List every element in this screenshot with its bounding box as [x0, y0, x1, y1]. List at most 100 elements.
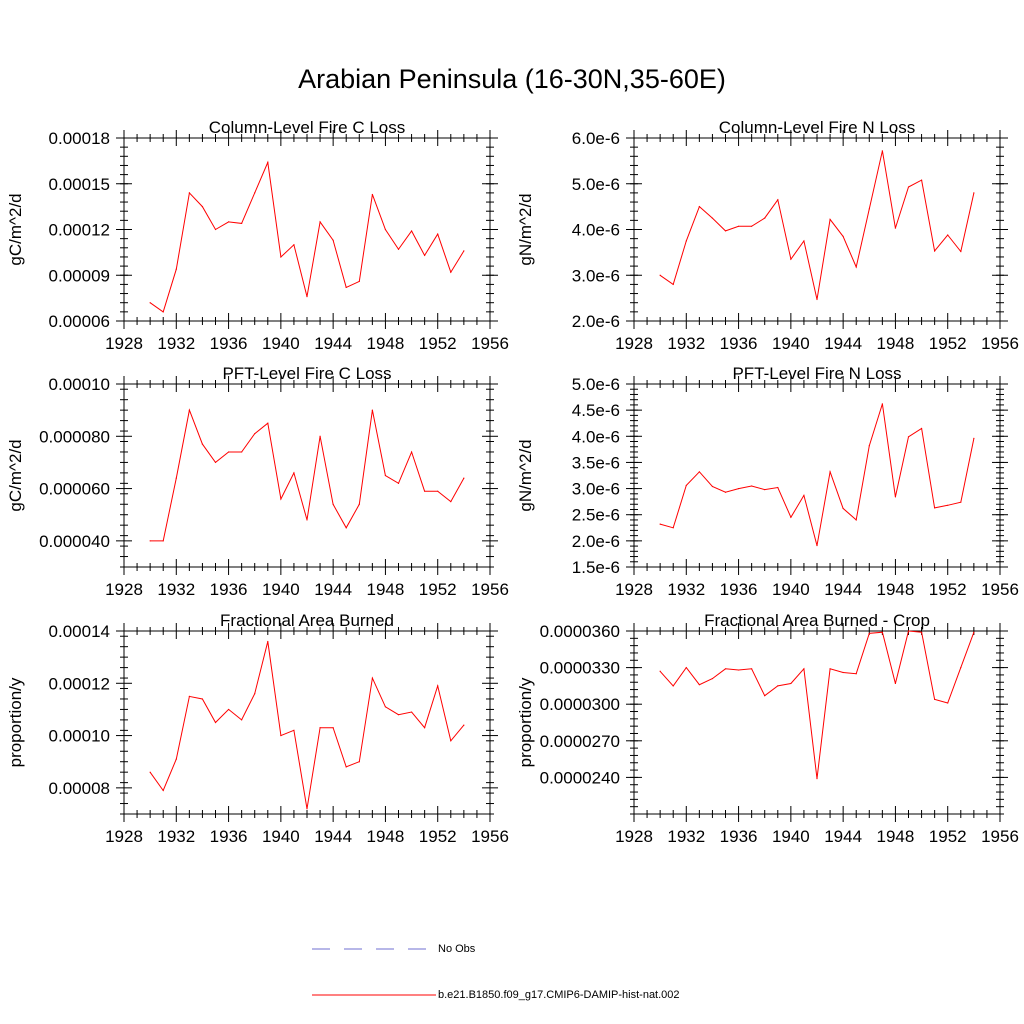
chart-panel-6: Fractional Area Burned - Crop proportion/…	[516, 611, 1019, 846]
data-point	[842, 235, 844, 237]
data-point	[241, 222, 243, 224]
data-point	[764, 217, 766, 219]
x-tick-label: 1940	[772, 580, 810, 599]
plot-frame	[123, 137, 491, 322]
data-point	[358, 503, 360, 505]
data-point	[672, 283, 674, 285]
y-tick-label: 0.0000270	[540, 732, 620, 751]
data-point	[960, 667, 962, 669]
data-point	[737, 669, 740, 671]
data-point	[332, 239, 334, 241]
data-point	[437, 685, 439, 687]
data-point	[306, 519, 308, 521]
y-axis-label: gN/m^2/d	[516, 193, 535, 265]
y-tick-label: 4.5e-6	[572, 401, 620, 420]
y-tick-label: 0.00009	[49, 266, 110, 285]
data-point	[934, 507, 936, 509]
series-line	[659, 150, 975, 300]
data-point	[450, 740, 452, 742]
data-point	[424, 727, 426, 729]
data-point	[214, 461, 217, 464]
x-tick-label: 1940	[262, 334, 300, 353]
x-tick-label: 1952	[419, 827, 457, 846]
data-point	[960, 250, 962, 253]
data-point	[894, 227, 897, 229]
data-point	[319, 727, 321, 729]
data-point	[777, 199, 779, 201]
data-point	[907, 436, 910, 438]
y-tick-label: 3.0e-6	[572, 266, 620, 285]
x-tick-label: 1948	[877, 580, 915, 599]
chart-title: PFT-Level Fire C Loss	[222, 364, 391, 383]
y-axis-label: gC/m^2/d	[6, 439, 25, 511]
data-point	[751, 485, 753, 487]
data-point	[659, 274, 661, 276]
data-point	[737, 225, 740, 227]
x-tick-label: 1936	[210, 580, 248, 599]
y-tick-label: 5.0e-6	[572, 375, 620, 394]
chart-panel-5: Fractional Area Burned proportion/y 1928 19…	[6, 611, 509, 846]
data-point	[764, 695, 766, 697]
data-point	[293, 244, 295, 246]
y-tick-label: 0.0000330	[540, 659, 620, 678]
data-point	[920, 179, 923, 181]
data-point	[332, 727, 334, 729]
x-tick-label: 1952	[419, 580, 457, 599]
data-point	[214, 721, 217, 724]
chart-panel-2: Column-Level Fire N Loss gN/m^2/d 1928 1932…	[516, 118, 1019, 353]
data-point	[267, 161, 269, 163]
series-line	[149, 641, 465, 809]
data-point	[227, 451, 230, 453]
data-point	[672, 527, 674, 529]
data-point	[855, 266, 857, 268]
data-point	[960, 501, 962, 503]
data-point	[201, 443, 204, 445]
data-point	[855, 519, 857, 521]
x-tick-label: 1944	[824, 827, 862, 846]
data-point	[463, 477, 465, 479]
data-point	[737, 487, 740, 490]
data-point	[711, 217, 714, 219]
data-point	[371, 677, 373, 679]
x-tick-label: 1940	[262, 580, 300, 599]
legend-swatch-model	[312, 994, 436, 996]
x-tick-label: 1944	[314, 580, 352, 599]
chart-title: PFT-Level Fire N Loss	[732, 364, 901, 383]
chart-title: Column-Level Fire N Loss	[719, 118, 916, 137]
data-point	[254, 192, 256, 194]
x-tick-label: 1936	[720, 334, 758, 353]
y-tick-label: 0.0000360	[540, 622, 620, 641]
data-point	[162, 311, 164, 313]
x-tick-label: 1944	[314, 827, 352, 846]
data-point	[397, 248, 400, 250]
data-point	[319, 435, 321, 437]
data-point	[764, 489, 766, 491]
data-point	[280, 498, 282, 500]
data-point	[463, 250, 465, 252]
x-tick-label: 1956	[981, 580, 1019, 599]
data-point	[280, 734, 282, 737]
x-tick-label: 1928	[105, 334, 143, 353]
y-tick-label: 4.0e-6	[572, 427, 620, 446]
data-point	[463, 724, 465, 726]
figure-title: Arabian Peninsula (16-30N,35-60E)	[298, 64, 726, 94]
data-point	[450, 271, 452, 273]
data-point	[410, 451, 413, 453]
data-point	[920, 631, 923, 633]
x-tick-label: 1944	[824, 580, 862, 599]
data-point	[751, 668, 753, 670]
data-point	[397, 714, 400, 716]
data-point	[358, 761, 360, 763]
data-point	[724, 230, 727, 232]
data-point	[920, 427, 923, 430]
x-tick-label: 1928	[615, 580, 653, 599]
data-point	[306, 296, 308, 298]
legend-label-model: b.e21.B1850.f09_g17.CMIP6-DAMIP-hist-nat…	[438, 989, 680, 1001]
y-tick-label: 0.0000240	[540, 768, 620, 787]
data-point	[934, 698, 936, 700]
x-tick-label: 1952	[929, 334, 967, 353]
x-tick-label: 1936	[210, 334, 248, 353]
data-point	[934, 250, 936, 252]
data-point	[659, 523, 661, 525]
data-point	[947, 504, 949, 506]
